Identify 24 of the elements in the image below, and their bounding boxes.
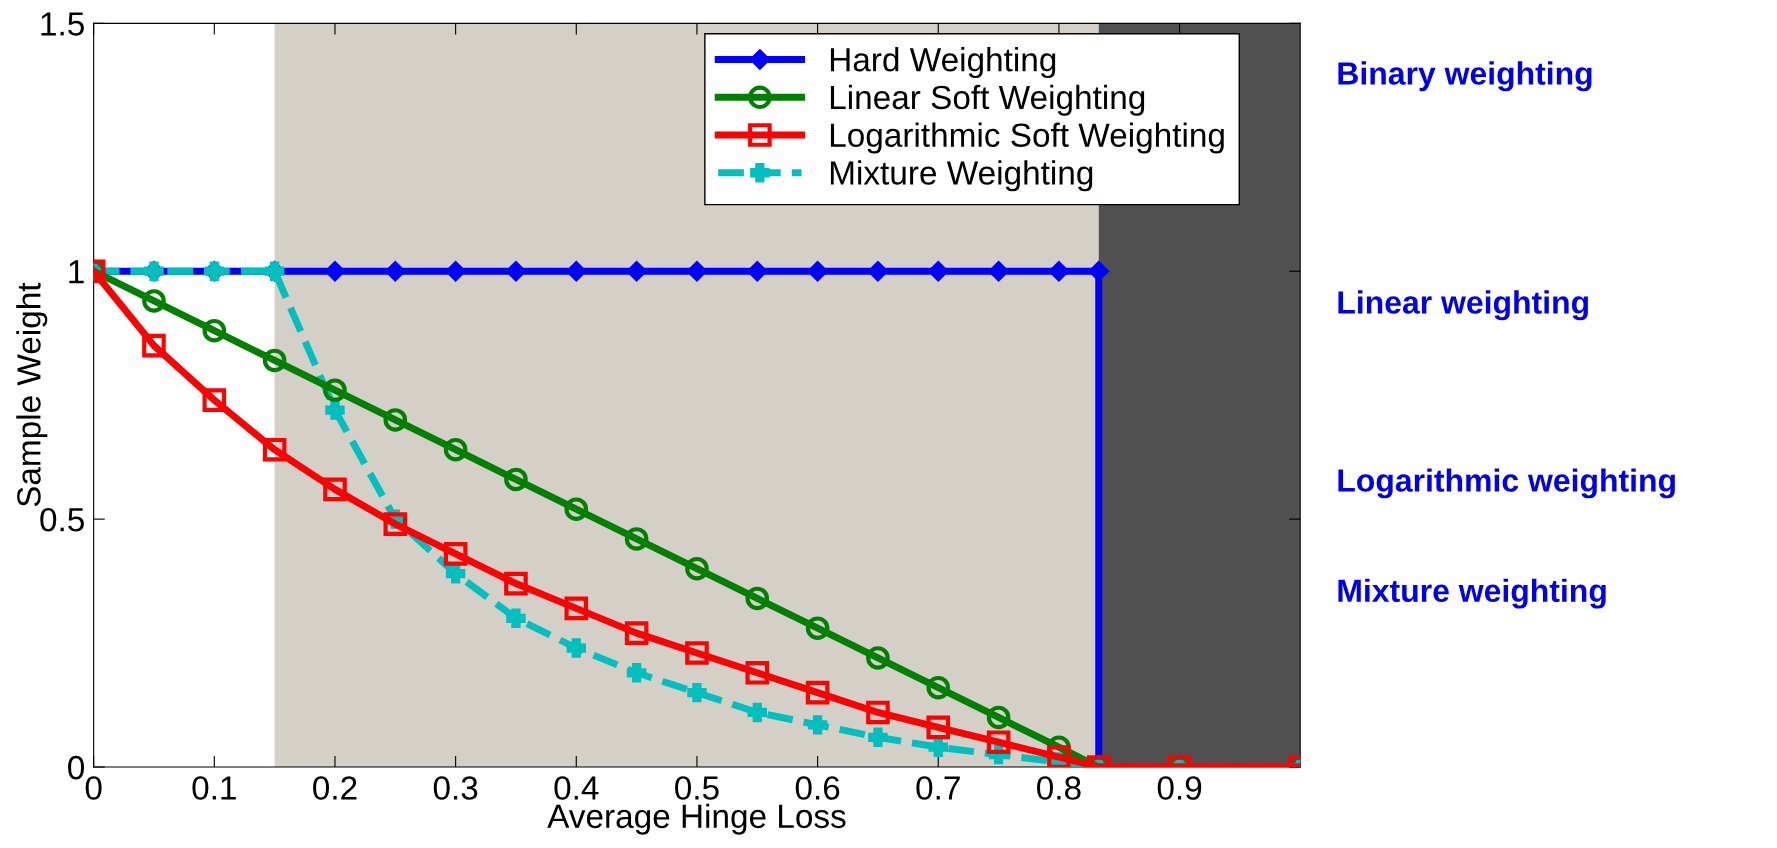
x-tick-label: 0.5	[675, 776, 719, 800]
x-axis-title: Average Hinge Loss	[547, 803, 846, 835]
y-tick-label: 1	[69, 260, 84, 284]
legend-label: Logarithmic Soft Weighting	[830, 122, 1224, 154]
text: Mixture weighting	[1338, 578, 1606, 609]
legend-label: Hard Weighting	[830, 47, 1056, 79]
x-tick-label: 0.8	[1037, 776, 1081, 800]
legend-label: Mixture Weighting	[830, 160, 1093, 192]
text: Binary weighting	[1338, 61, 1592, 92]
x-tick-label: 0.7	[916, 776, 960, 800]
legend-label: Linear Soft Weighting	[830, 84, 1145, 116]
x-tick-label: 0.4	[554, 776, 599, 800]
y-tick-label: 1.5	[41, 12, 84, 36]
x-tick-label: 0.9	[1157, 776, 1202, 800]
x-tick-label: 0.6	[795, 776, 840, 800]
y-axis-title: Sample Weight	[16, 282, 48, 507]
x-tick-label: 0	[85, 776, 102, 800]
y-tick-label: 0.5	[40, 507, 84, 532]
text: Logarithmic weighting	[1338, 468, 1675, 499]
x-tick-label: 0.2	[313, 776, 357, 800]
x-tick-label: 0.3	[433, 776, 478, 800]
y-tick-label: 0	[68, 755, 85, 780]
x-tick-label: 0.1	[192, 776, 236, 800]
text: Linear weighting	[1338, 290, 1588, 321]
